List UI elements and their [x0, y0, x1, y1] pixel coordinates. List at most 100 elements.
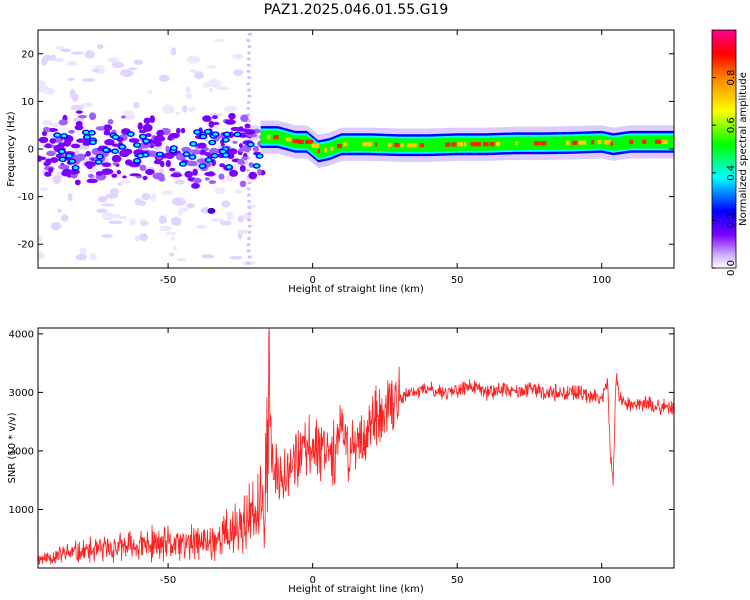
- streak-dot: [247, 181, 252, 185]
- hot-spot-inner: [184, 152, 189, 156]
- hot-spot: [136, 152, 145, 159]
- band-blob: [63, 140, 72, 147]
- band-blob: [224, 119, 236, 125]
- noise-blob: [134, 235, 140, 242]
- snr-y-label: SNR (10 * v/v): [7, 412, 18, 483]
- noise-blob: [208, 78, 222, 88]
- noise-blob: [160, 190, 174, 195]
- noise-blob: [38, 80, 46, 87]
- hot-spot-inner: [191, 142, 196, 146]
- band-blob: [169, 167, 176, 172]
- colorbar-tick-label: 0.6: [726, 117, 737, 133]
- streak-dot: [247, 88, 252, 92]
- noise-blob: [194, 71, 204, 80]
- hot-spot-inner: [69, 159, 75, 163]
- noise-blob: [118, 216, 128, 220]
- hot-spot: [246, 141, 255, 148]
- snr-y-tick-label: 2000: [9, 446, 34, 457]
- band-blob: [238, 143, 243, 148]
- ridge-core-segment: [515, 141, 519, 146]
- ridge-core-segment: [298, 139, 304, 145]
- band-blob: [228, 112, 236, 120]
- noise-blob: [216, 86, 231, 91]
- hot-spot-inner: [97, 155, 103, 159]
- noise-blob: [50, 222, 62, 231]
- band-blob: [76, 138, 87, 143]
- hot-spot-inner: [200, 164, 205, 168]
- ridge-core-segment: [572, 140, 578, 145]
- band-blob: [170, 173, 183, 178]
- ridge-core-segment: [445, 142, 451, 147]
- band-blob: [248, 161, 254, 168]
- ridge-core-segment: [324, 148, 328, 153]
- hot-spot: [118, 144, 127, 150]
- band-blob: [239, 180, 247, 188]
- streak-dot: [247, 206, 252, 210]
- noise-blob: [111, 61, 124, 69]
- band-blob: [120, 115, 126, 119]
- noise-blob: [171, 197, 186, 206]
- noise-blob: [185, 92, 193, 99]
- hot-spot: [57, 148, 66, 155]
- noise-blob: [216, 187, 225, 195]
- hot-spot: [81, 129, 90, 136]
- streak-dot: [246, 261, 251, 265]
- band-blob: [145, 133, 152, 138]
- noise-blob: [81, 78, 96, 82]
- band-blob: [238, 147, 245, 153]
- noise-blob: [128, 67, 138, 71]
- band-blob: [156, 129, 164, 137]
- band-blob: [84, 161, 96, 168]
- ridge-core: [266, 134, 668, 154]
- band-blob: [103, 130, 111, 136]
- noise-blob: [38, 234, 43, 243]
- noise-blob: [57, 208, 62, 213]
- noise-blob: [249, 124, 260, 130]
- streak-dot: [246, 249, 251, 253]
- band-blob: [209, 147, 219, 155]
- noise-blob: [186, 203, 196, 209]
- noise-blob: [158, 225, 172, 232]
- band-blob: [192, 177, 202, 184]
- hot-spot: [178, 161, 187, 167]
- colorbar-gradient: [711, 29, 737, 269]
- hot-spot: [198, 163, 207, 169]
- noise-blob: [139, 200, 146, 206]
- band-blob: [244, 128, 256, 135]
- noise-blob: [139, 233, 148, 242]
- hot-spot: [222, 131, 231, 138]
- ridge-core-segment: [375, 142, 378, 147]
- band-blob: [129, 173, 142, 177]
- noise-blob: [84, 50, 95, 59]
- hot-spot-inner: [89, 131, 95, 135]
- noise-blob: [195, 224, 207, 229]
- hot-spot-inner: [103, 148, 109, 152]
- hot-spot: [189, 141, 198, 147]
- noise-blob: [75, 253, 87, 261]
- band-blob: [116, 169, 121, 175]
- band-blob: [86, 178, 98, 184]
- noise-blob: [210, 218, 224, 222]
- hot-spot-inner: [223, 138, 229, 142]
- noise-blob: [158, 215, 168, 224]
- band-blob: [49, 157, 59, 163]
- noise-blob: [174, 179, 185, 185]
- noise-blob: [170, 216, 182, 226]
- hot-spot-inner: [212, 154, 217, 158]
- noise-blob: [158, 168, 165, 174]
- snr-content: [38, 328, 674, 565]
- hot-spot-inner: [113, 135, 119, 139]
- hot-spot-inner: [254, 164, 259, 168]
- hot-spot: [138, 133, 147, 140]
- snr-x-ticks: -50 0 50 100: [160, 328, 611, 586]
- band-blob: [192, 168, 198, 176]
- noise-blob: [96, 44, 104, 50]
- ridge-core-segment: [286, 137, 292, 142]
- ridge-core-segment: [597, 139, 602, 145]
- noise-blob: [224, 156, 229, 163]
- band-blob: [241, 156, 248, 160]
- streak-dot: [247, 218, 252, 222]
- noise-blob: [101, 212, 114, 221]
- band-blob: [85, 150, 91, 157]
- snr-x-label: Height of straight line (km): [288, 584, 424, 595]
